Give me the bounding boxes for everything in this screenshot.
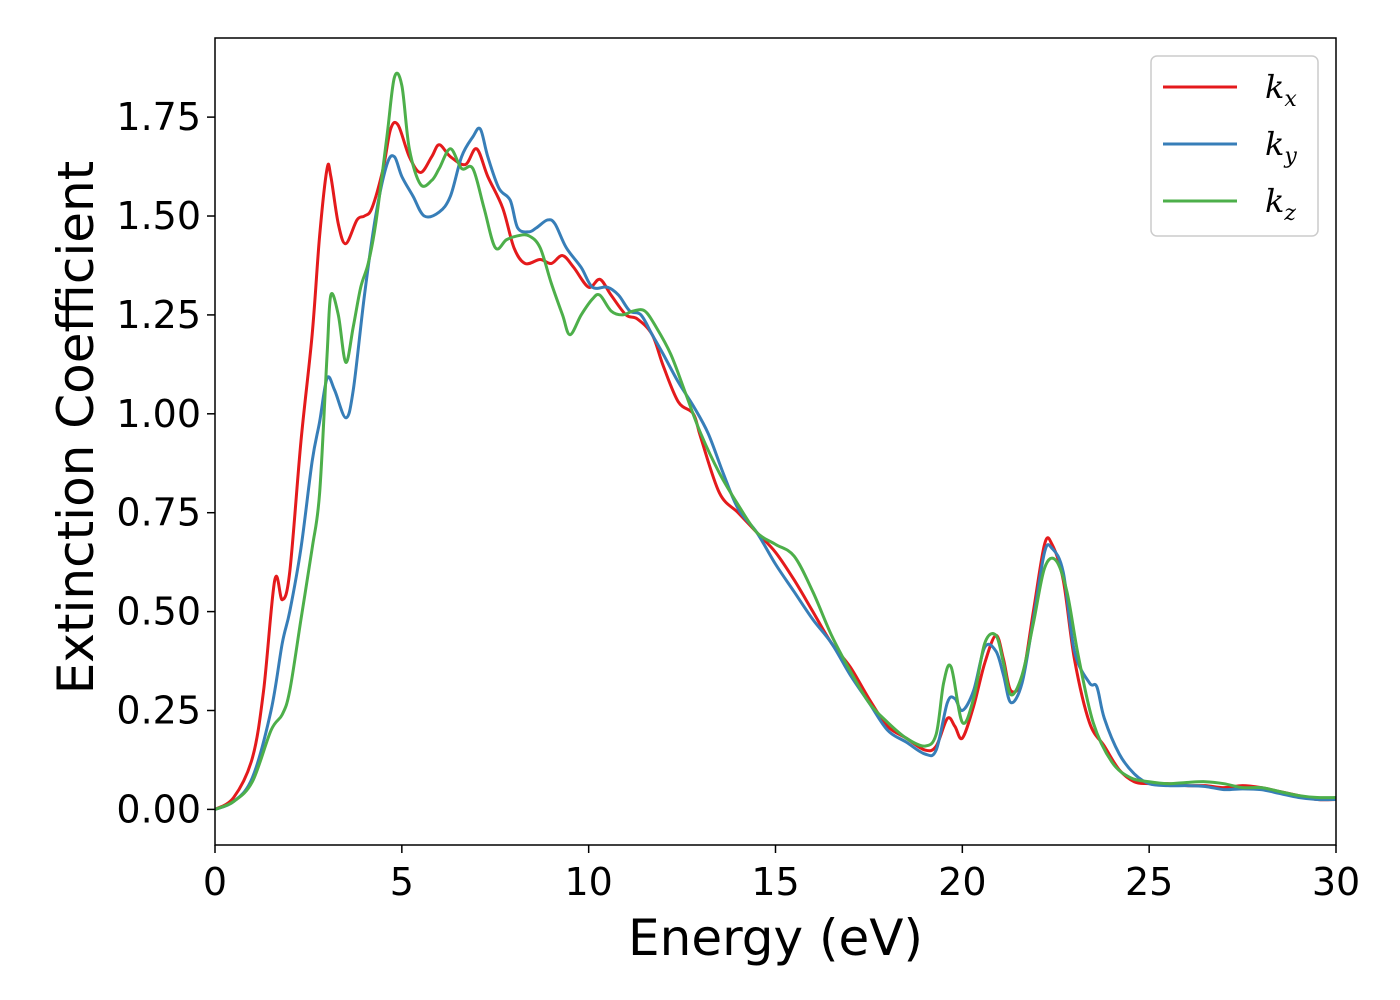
y-tick-label: 0.00 xyxy=(116,787,201,831)
x-tick-label: 5 xyxy=(390,860,414,904)
legend-label: ky xyxy=(1265,125,1297,169)
x-tick-label: 15 xyxy=(751,860,799,904)
legend-box xyxy=(1150,55,1319,237)
y-axis-ticks: 0.00 0.25 0.50 0.75 1.00 1.25 1.50 1.75 xyxy=(116,95,215,831)
legend-item-y: ky xyxy=(1163,125,1297,169)
x-tick-label: 25 xyxy=(1125,860,1173,904)
x-tick-label: 0 xyxy=(203,860,227,904)
y-tick-label: 0.50 xyxy=(116,590,201,634)
legend-label-base: k xyxy=(1265,125,1284,163)
x-axis-label: Energy (eV) xyxy=(628,909,923,967)
legend-label: kx xyxy=(1265,68,1297,112)
legend-label-subscript: z xyxy=(1283,201,1296,226)
y-axis-label: Extinction Coefficient xyxy=(47,161,105,695)
y-tick-label: 1.25 xyxy=(116,293,201,337)
x-tick-label: 30 xyxy=(1312,860,1360,904)
series-line-z xyxy=(215,71,1336,811)
legend-label-base: k xyxy=(1265,68,1284,106)
legend-item-z: kz xyxy=(1163,182,1296,226)
x-tick-label: 20 xyxy=(938,860,986,904)
y-tick-label: 0.75 xyxy=(116,491,201,535)
series-line-x xyxy=(215,120,1336,811)
legend-label-subscript: y xyxy=(1283,144,1297,169)
y-tick-label: 0.25 xyxy=(116,689,201,733)
legend-label-subscript: x xyxy=(1284,87,1297,112)
legend-label-base: k xyxy=(1265,182,1284,220)
x-tick-label: 10 xyxy=(564,860,612,904)
series-lines xyxy=(215,71,1336,811)
legend-label: kz xyxy=(1265,182,1296,226)
legend-item-x: kx xyxy=(1163,68,1297,112)
y-tick-label: 1.75 xyxy=(116,95,201,139)
y-tick-label: 1.00 xyxy=(116,392,201,436)
x-axis-ticks: 0 5 10 15 20 25 30 xyxy=(203,845,1360,904)
y-tick-label: 1.50 xyxy=(116,194,201,238)
